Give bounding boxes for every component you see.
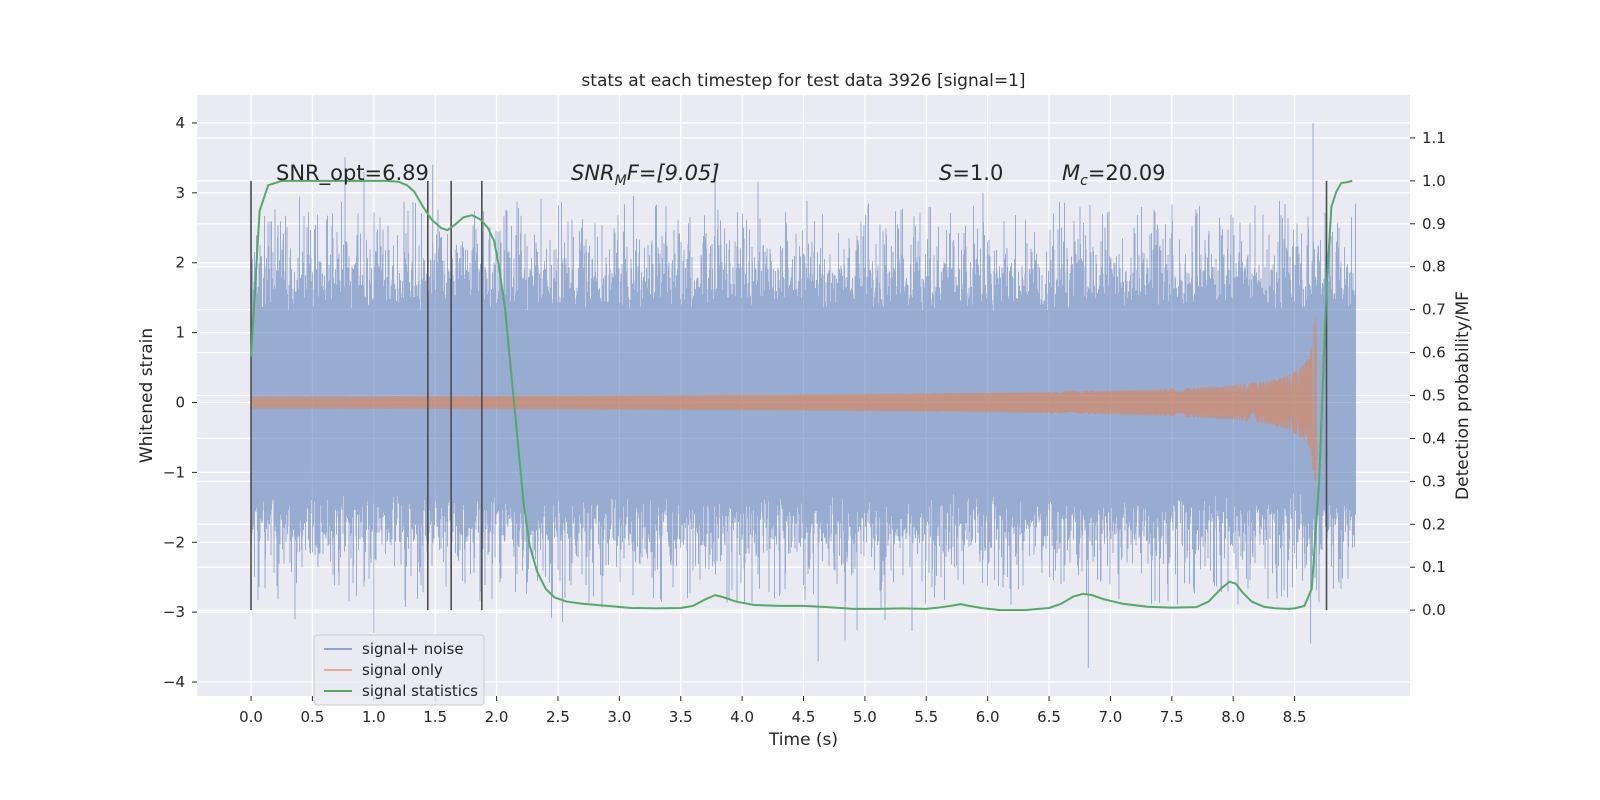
y-tick-label: −4 <box>163 673 185 691</box>
x-tick-label: 1.5 <box>423 708 447 726</box>
axis-ticks: 0.0 0.5 1.0 1.5 2.0 2.5 3.0 3.5 4.0 4.5 5.0 5.5 6.0 6… <box>163 114 1446 726</box>
x-axis-label: Time (s) <box>768 730 838 750</box>
x-tick-label: 7.5 <box>1160 708 1184 726</box>
legend-box <box>313 634 485 706</box>
y-right-tick-label: 0.6 <box>1422 344 1446 362</box>
y-tick-label: 1 <box>175 324 185 342</box>
y-right-tick-label: 0.1 <box>1422 558 1446 576</box>
y-right-tick-label: 1.0 <box>1422 172 1446 190</box>
y-right-tick-label: 0.4 <box>1422 429 1446 447</box>
annotation-snr-mf-prefix: SNR <box>571 161 615 185</box>
x-tick-label: 5.5 <box>914 708 938 726</box>
x-tick-label: 7.0 <box>1099 708 1123 726</box>
x-tick-label: 1.0 <box>362 708 386 726</box>
y-right-tick-label: 0.3 <box>1422 472 1446 490</box>
series-signal-statistics <box>250 179 1353 612</box>
x-tick-label: 4.5 <box>792 708 816 726</box>
y-tick-label: 4 <box>175 114 185 132</box>
legend-label-signal-plus-noise: signal+ noise <box>362 640 464 658</box>
x-tick-label: 8.0 <box>1221 708 1245 726</box>
annotation-s-prefix: S <box>939 161 952 185</box>
statistics-line <box>250 179 1353 612</box>
x-tick-label: 3.5 <box>669 708 693 726</box>
annotation-snr-mf-sub: M <box>615 173 627 189</box>
annotation-mc-sub: c <box>1080 173 1088 189</box>
x-tick-label: 6.0 <box>976 708 1000 726</box>
annotation-mc-prefix: M <box>1062 161 1080 185</box>
legend-label-signal-only: signal only <box>362 661 443 679</box>
annotation-mc: Mc=20.09 <box>1062 161 1166 189</box>
y-right-tick-label: 0.0 <box>1422 601 1446 619</box>
y-tick-label: 3 <box>175 184 185 202</box>
annotation-mc-rest: =20.09 <box>1088 161 1166 185</box>
y-right-tick-label: 0.7 <box>1422 301 1446 319</box>
chirp-path <box>250 318 1318 483</box>
y-right-tick-label: 0.2 <box>1422 515 1446 533</box>
y-axis-right-label: Detection probability/MF <box>1453 291 1473 500</box>
series-signal-only <box>250 318 1318 483</box>
x-tick-label: 0.0 <box>239 708 263 726</box>
x-tick-label: 2.0 <box>485 708 509 726</box>
x-tick-label: 4.0 <box>730 708 754 726</box>
x-tick-label: 8.5 <box>1283 708 1307 726</box>
y-right-tick-label: 0.8 <box>1422 258 1446 276</box>
y-tick-label: −1 <box>163 463 185 481</box>
vertical-markers <box>250 180 1328 611</box>
chart-title: stats at each timestep for test data 392… <box>581 71 1025 91</box>
x-tick-label: 3.0 <box>607 708 631 726</box>
legend: signal+ noise signal only signal statist… <box>313 634 485 706</box>
y-right-tick-label: 0.5 <box>1422 387 1446 405</box>
x-tick-label: 5.0 <box>853 708 877 726</box>
y-right-tick-label: 0.9 <box>1422 215 1446 233</box>
y-tick-label: −3 <box>163 603 185 621</box>
annotation-snr-mf-rest: F=[9.05] <box>627 161 720 185</box>
x-tick-label: 2.5 <box>546 708 570 726</box>
y-tick-label: 2 <box>175 254 185 272</box>
annotation-snr-mf: SNRMF=[9.05] <box>571 161 720 189</box>
x-tick-label: 0.5 <box>300 708 324 726</box>
y-tick-label: −2 <box>163 533 185 551</box>
x-tick-label: 6.5 <box>1037 708 1061 726</box>
annotation-s: S=1.0 <box>939 161 1003 185</box>
y-tick-label: 0 <box>175 393 185 411</box>
annotation-s-rest: =1.0 <box>952 161 1003 185</box>
y-right-tick-label: 1.1 <box>1422 129 1446 147</box>
y-axis-label: Whitened strain <box>137 328 157 463</box>
annotation-snr-opt: SNR_opt=6.89 <box>276 161 429 186</box>
legend-label-signal-statistics: signal statistics <box>362 682 478 700</box>
